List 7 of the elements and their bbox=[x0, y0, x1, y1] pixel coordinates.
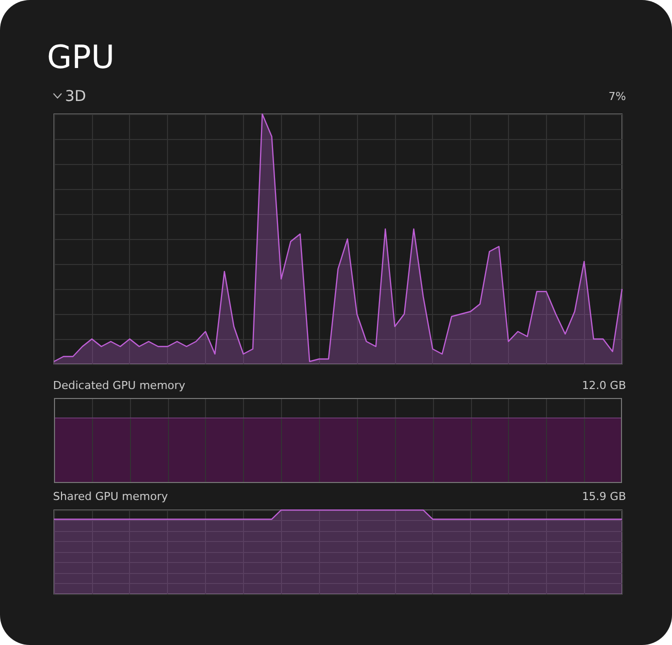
text: 7% bbox=[608, 90, 626, 103]
chart-subtitle: 3D bbox=[65, 87, 86, 105]
chart-title: Shared GPU memory bbox=[53, 490, 168, 503]
text: 12.0 GB bbox=[582, 379, 626, 392]
text: Dedicated GPU memory bbox=[53, 379, 186, 392]
text: 15.9 GB bbox=[582, 490, 626, 503]
chart-title: GPU bbox=[47, 38, 115, 76]
